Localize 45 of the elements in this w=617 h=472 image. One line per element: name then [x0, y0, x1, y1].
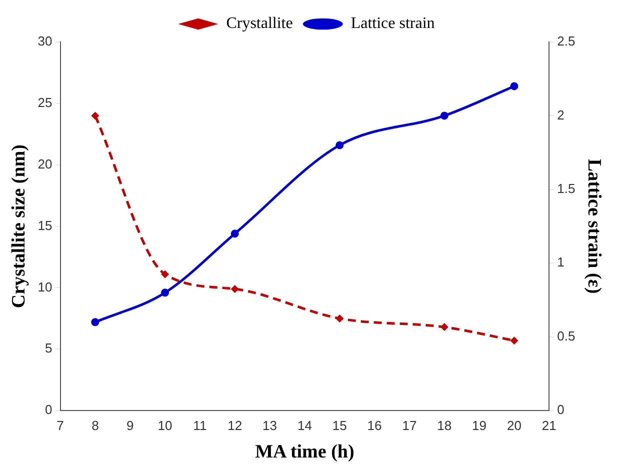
point — [230, 284, 239, 293]
x-tick-label: 17 — [402, 418, 417, 433]
point — [91, 112, 100, 120]
point — [161, 288, 170, 297]
point — [510, 336, 518, 345]
x-tick-label: 8 — [92, 418, 99, 433]
y-tick-label: 10 — [38, 279, 52, 294]
y2-tick-label: 0 — [557, 402, 564, 418]
x-axis-title: MA time (h) — [255, 442, 354, 463]
legend-label: Lattice strain — [350, 15, 435, 32]
y-axis-title: Crystallite size (nm) — [8, 144, 30, 308]
y2-tick-label: 0.5 — [557, 328, 576, 344]
y2-tick-label: 1.5 — [557, 181, 576, 196]
y-tick-label: 15 — [38, 218, 52, 233]
y-tick-label: 5 — [45, 340, 52, 356]
y2-tick-label: 2.5 — [557, 34, 576, 49]
x-tick-label: 10 — [158, 418, 172, 433]
point — [440, 323, 448, 332]
point — [91, 318, 100, 326]
y-tick-label: 30 — [38, 34, 52, 49]
x-tick-label: 21 — [542, 418, 556, 433]
point — [510, 82, 518, 90]
point — [336, 314, 344, 322]
legend-label: Crystallite — [226, 15, 293, 32]
y-tick-label: 0 — [45, 402, 52, 418]
point — [440, 112, 448, 120]
point — [230, 230, 239, 238]
y-tick-label: 20 — [38, 156, 52, 172]
x-tick-label: 12 — [228, 418, 242, 433]
x-tick-label: 14 — [297, 418, 312, 433]
y-tick-label: 25 — [38, 95, 52, 110]
y2-axis-title: Lattice strain (ε) — [584, 158, 605, 294]
x-tick-label: 16 — [367, 418, 382, 433]
x-tick-label: 7 — [56, 418, 64, 433]
point — [161, 270, 170, 278]
point — [336, 141, 344, 150]
x-tick-label: 15 — [332, 418, 347, 433]
y2-tick-label: 2 — [557, 107, 564, 122]
y2-tick-label: 1 — [557, 254, 564, 270]
x-tick-label: 18 — [437, 418, 452, 433]
x-tick-label: 9 — [126, 418, 134, 433]
x-tick-label: 20 — [506, 418, 522, 433]
x-tick-label: 11 — [193, 418, 207, 433]
x-tick-label: 13 — [262, 418, 278, 433]
x-tick-label: 19 — [472, 418, 487, 433]
